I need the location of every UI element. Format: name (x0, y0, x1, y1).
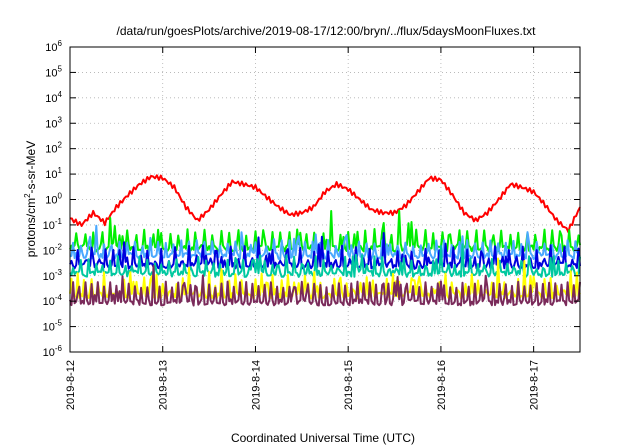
x-axis-label: Coordinated Universal Time (UTC) (231, 431, 415, 445)
y-tick-base: 10 (43, 271, 55, 283)
y-tick-exponent: -6 (55, 344, 63, 353)
series-group (69, 174, 581, 307)
y-tick-label: 10-5 (43, 319, 63, 334)
y-axis-label: protons/cm2-s-sr-MeV (23, 141, 38, 257)
y-tick-base: 10 (45, 67, 57, 79)
y-tick-base: 10 (45, 169, 57, 181)
y-tick-base: 10 (45, 195, 57, 207)
x-tick-label: 2019-8-16 (436, 360, 448, 410)
y-tick-exponent: -5 (55, 319, 63, 328)
y-tick-label: 100 (45, 192, 62, 207)
y-tick-base: 10 (43, 245, 55, 257)
series-line-7 (69, 264, 581, 307)
y-tick-label: 102 (45, 141, 62, 156)
y-tick-exponent: -1 (55, 217, 63, 226)
series-line-5 (69, 243, 581, 278)
x-tick-label: 2019-8-15 (343, 360, 355, 410)
series-line-1 (69, 174, 581, 234)
y-tick-base: 10 (43, 347, 55, 359)
y-tick-exponent: 2 (58, 141, 63, 150)
y-tick-label: 10-2 (43, 242, 63, 257)
y-tick-labels: 10-610-510-410-310-210-11001011021031041… (43, 39, 63, 359)
y-tick-exponent: -3 (55, 268, 63, 277)
y-tick-label: 10-6 (43, 344, 63, 359)
y-tick-label: 106 (45, 39, 62, 54)
x-tick-label: 2019-8-12 (65, 360, 77, 410)
x-tick-labels: 2019-8-12 2019-8-13 2019-8-14 2019-8-15 2019… (65, 360, 541, 410)
y-tick-base: 10 (43, 220, 55, 232)
y-tick-exponent: 5 (58, 64, 63, 73)
y-tick-base: 10 (43, 322, 55, 334)
y-tick-exponent: 3 (58, 115, 63, 124)
tick-marks (69, 46, 580, 353)
series-line-4 (69, 232, 581, 270)
y-tick-label: 105 (45, 64, 62, 79)
x-tick-label: 2019-8-13 (158, 360, 170, 410)
y-tick-base: 10 (43, 296, 55, 308)
y-tick-exponent: 6 (58, 39, 63, 48)
x-tick-label: 2019-8-17 (529, 360, 541, 410)
y-tick-base: 10 (45, 118, 57, 130)
y-tick-exponent: 0 (58, 192, 63, 201)
y-tick-exponent: -2 (55, 242, 63, 251)
y-tick-label: 103 (45, 115, 62, 130)
y-tick-label: 10-3 (43, 268, 63, 283)
y-tick-base: 10 (45, 144, 57, 156)
y-axis-label-exponent: 2 (23, 193, 32, 198)
y-tick-label: 101 (45, 166, 62, 181)
y-tick-base: 10 (45, 93, 57, 105)
y-tick-label: 10-4 (43, 293, 63, 308)
y-tick-exponent: -4 (55, 293, 63, 302)
x-tick-label: 2019-8-14 (250, 360, 262, 410)
y-tick-label: 10-1 (43, 217, 63, 232)
y-axis-label-base: protons/cm (24, 198, 38, 257)
y-tick-label: 104 (45, 90, 62, 105)
y-axis-label-rest: -s-sr-MeV (24, 141, 38, 194)
y-tick-exponent: 4 (58, 90, 63, 99)
y-tick-base: 10 (45, 42, 57, 54)
y-tick-exponent: 1 (58, 166, 63, 175)
chart-title: /data/run/goesPlots/archive/2019-08-17/1… (117, 24, 537, 38)
series-line-2 (69, 209, 581, 253)
